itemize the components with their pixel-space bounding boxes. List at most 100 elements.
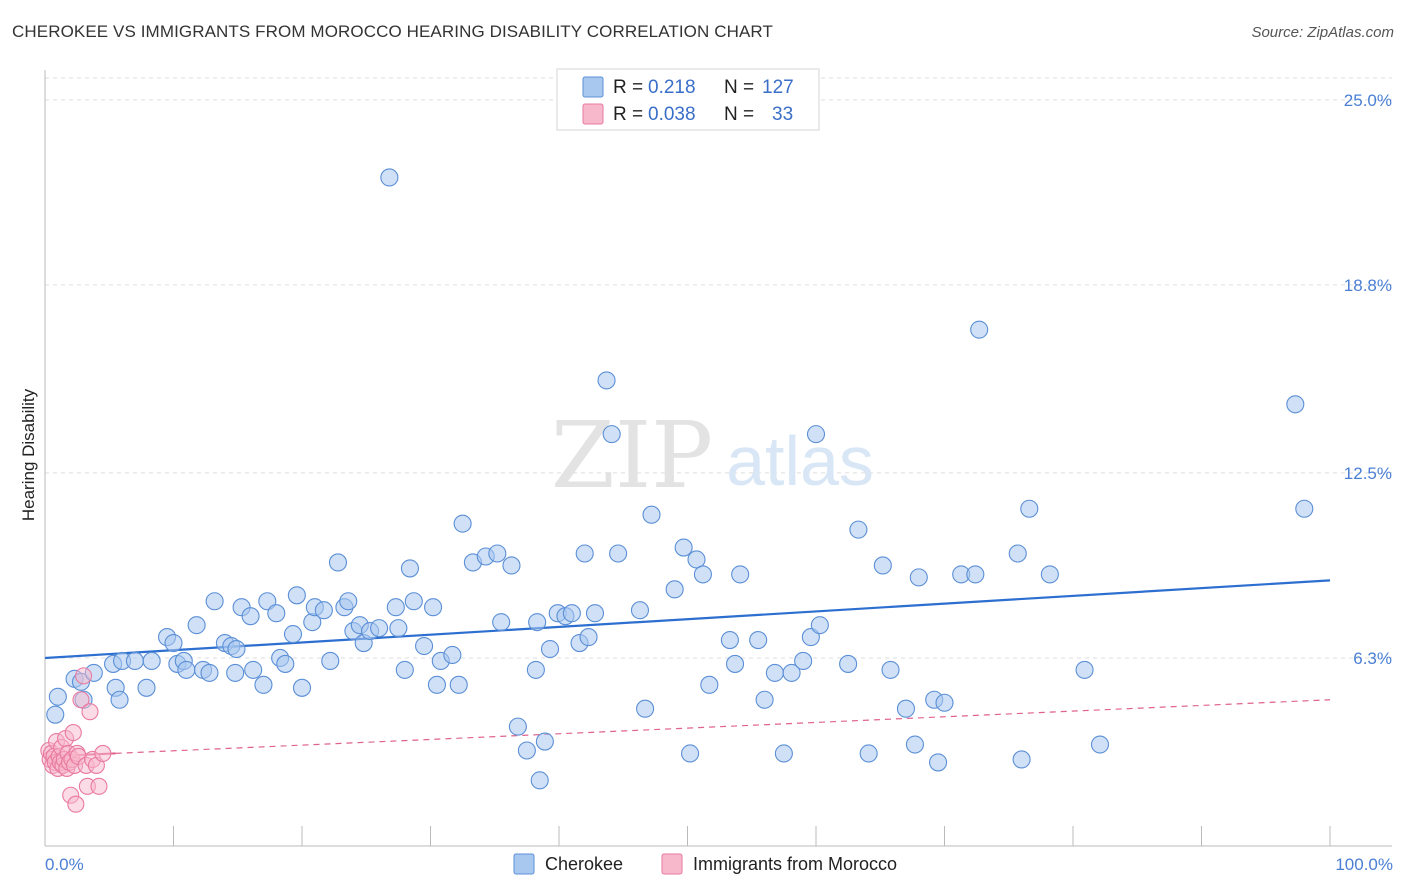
x-tick-labels: 0.0% 100.0% (45, 855, 1393, 874)
legend-r-label-cherokee: R = (613, 77, 643, 98)
point-cherokee-81 (597, 371, 616, 390)
point-cherokee-36 (292, 678, 312, 697)
bottom-legend-swatch-morocco (661, 853, 683, 875)
point-cherokee-43 (339, 592, 358, 611)
point-cherokee-28 (244, 660, 263, 679)
point-cherokee-20 (200, 663, 219, 682)
point-cherokee-89 (681, 744, 700, 763)
point-cherokee-100 (782, 663, 801, 682)
point-cherokee-95 (731, 565, 750, 584)
legend: R = 0.218 N = 127 R = 0.038 N = 33 (556, 68, 820, 131)
point-cherokee-83 (609, 544, 628, 563)
point-cherokee-64 (488, 544, 507, 563)
point-cherokee-68 (517, 741, 536, 760)
point-cherokee-73 (540, 639, 560, 659)
point-cherokee-40 (321, 651, 340, 671)
y-tick-label-1: 12.5% (1344, 464, 1392, 483)
point-cherokee-78 (575, 544, 594, 563)
point-cherokee-85 (636, 699, 655, 718)
point-cherokee-51 (389, 619, 408, 638)
point-cherokee-57 (427, 675, 446, 694)
point-cherokee-97 (755, 690, 774, 709)
point-cherokee-101 (794, 651, 813, 671)
point-cherokee-121 (1020, 499, 1039, 518)
point-cherokee-52 (395, 660, 414, 679)
gridlines (45, 77, 1392, 659)
point-cherokee-10 (125, 651, 144, 671)
point-cherokee-48 (370, 619, 389, 638)
point-morocco-19 (64, 724, 82, 742)
point-cherokee-55 (415, 636, 434, 656)
point-cherokee-41 (328, 553, 348, 572)
point-cherokee-67 (508, 717, 527, 736)
point-cherokee-33 (276, 654, 295, 673)
point-cherokee-11 (137, 678, 156, 697)
point-cherokee-35 (287, 586, 306, 605)
point-cherokee-86 (642, 505, 661, 524)
y-tick-labels: 6.3% 12.5% 18.8% 25.0% (1344, 91, 1392, 668)
point-cherokee-115 (935, 693, 954, 712)
point-cherokee-125 (1075, 660, 1094, 679)
point-cherokee-120 (1012, 750, 1031, 769)
point-cherokee-105 (839, 654, 858, 673)
point-cherokee-66 (502, 556, 521, 575)
legend-swatch-morocco (582, 103, 604, 125)
point-cherokee-114 (929, 753, 948, 772)
point-cherokee-110 (896, 699, 916, 718)
bottom-legend-label-cherokee: Cherokee (545, 854, 623, 874)
legend-n-label-cherokee: N = (724, 77, 754, 98)
point-cherokee-50 (386, 598, 405, 617)
point-cherokee-17 (177, 660, 196, 679)
point-cherokee-98 (765, 663, 784, 682)
trend-line-morocco-dashed (115, 699, 1331, 754)
point-cherokee-61 (453, 514, 472, 533)
point-cherokee-29 (254, 675, 273, 694)
point-cherokee-103 (806, 425, 826, 444)
point-morocco-24 (72, 691, 90, 709)
point-morocco-32 (94, 744, 112, 763)
point-cherokee-109 (881, 660, 900, 679)
point-cherokee-91 (693, 565, 712, 584)
point-cherokee-112 (909, 568, 928, 587)
point-cherokee-107 (859, 744, 878, 763)
point-cherokee-92 (700, 675, 719, 694)
point-cherokee-82 (602, 425, 621, 444)
trend-line-cherokee (44, 579, 1331, 660)
legend-r-label-morocco: R = (613, 104, 643, 125)
point-cherokee-72 (535, 732, 554, 751)
point-cherokee-124 (1295, 499, 1314, 518)
legend-r-value-morocco: 0.038 (648, 104, 696, 125)
point-cherokee-27 (241, 607, 260, 626)
watermark-atlas: atlas (726, 422, 874, 500)
point-cherokee-119 (1008, 544, 1027, 563)
y-axis-title: Hearing Disability (19, 388, 38, 521)
point-cherokee-117 (966, 565, 985, 584)
point-cherokee-31 (267, 604, 286, 623)
point-cherokee-76 (562, 604, 581, 623)
bottom-legend: Cherokee Immigrants from Morocco (513, 853, 897, 875)
point-cherokee-24 (227, 639, 246, 659)
point-cherokee-71 (530, 771, 549, 790)
point-cherokee-34 (283, 625, 303, 644)
point-cherokee-53 (400, 559, 419, 578)
point-cherokee-8 (110, 690, 129, 709)
chart-title: CHEROKEE VS IMMIGRANTS FROM MOROCCO HEAR… (12, 22, 773, 41)
point-cherokee-54 (404, 592, 423, 611)
point-cherokee-25 (226, 663, 245, 682)
point-cherokee-60 (449, 675, 468, 694)
point-cherokee-0 (46, 705, 65, 724)
point-cherokee-59 (443, 645, 462, 665)
point-cherokee-99 (774, 744, 793, 763)
legend-swatch-cherokee (582, 76, 604, 98)
point-cherokee-96 (749, 631, 768, 650)
point-cherokee-122 (1040, 565, 1059, 584)
x-tick-label-0: 0.0% (45, 855, 84, 874)
bottom-legend-label-morocco: Immigrants from Morocco (693, 854, 897, 874)
point-cherokee-108 (873, 556, 892, 575)
legend-n-label-morocco: N = (724, 104, 754, 125)
point-cherokee-56 (424, 598, 443, 617)
point-cherokee-65 (492, 613, 511, 632)
point-cherokee-111 (905, 735, 924, 754)
watermark: ZIP atlas (551, 402, 874, 509)
